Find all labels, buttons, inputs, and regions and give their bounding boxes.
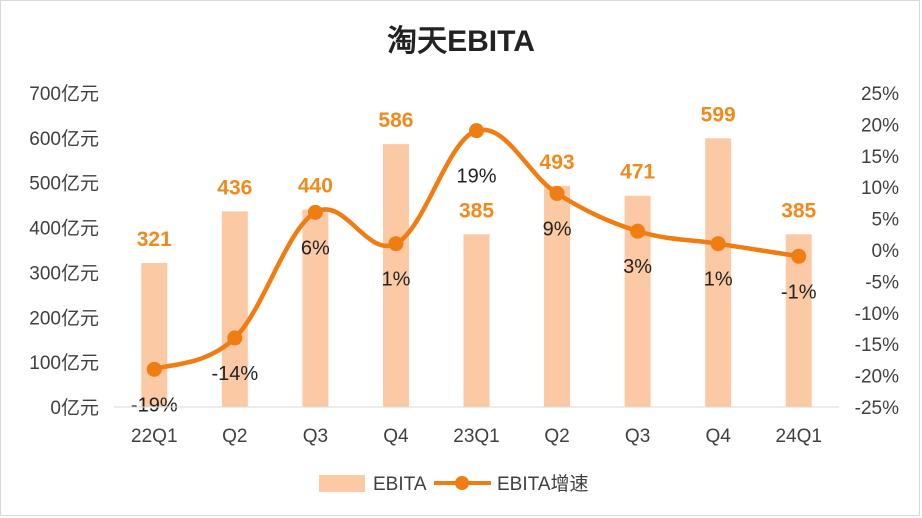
y-left-tick-label: 100亿元 (29, 352, 99, 374)
y-right-tick-label: -25% (855, 398, 899, 419)
x-tick-label: Q4 (383, 426, 409, 447)
x-tick-label: Q2 (544, 426, 569, 447)
growth-line-point (307, 204, 323, 220)
y-left-tick-label: 400亿元 (29, 218, 99, 240)
bar-data-label: 385 (781, 199, 816, 222)
growth-data-label: 19% (456, 166, 496, 188)
legend-swatch-growth-marker (455, 476, 469, 490)
bar (141, 263, 168, 407)
x-tick-label: Q3 (625, 426, 650, 447)
y-right-tick-label: -10% (855, 304, 899, 325)
legend-swatch-ebita (319, 475, 365, 492)
y-left-tick-label: 300亿元 (29, 262, 99, 284)
growth-line-point (791, 248, 807, 264)
y-right-tick-label: 25% (861, 84, 899, 105)
growth-line-point (388, 236, 404, 252)
y-left-tick-label: 700亿元 (29, 83, 99, 105)
y-left-tick-label: 200亿元 (29, 307, 99, 329)
y-right-tick-label: -20% (855, 367, 899, 388)
x-tick-label: Q4 (705, 426, 731, 447)
legend: EBITA EBITA增速 (319, 473, 589, 495)
bar-series (141, 138, 812, 407)
x-tick-label: Q3 (303, 426, 328, 447)
y-right-tick-label: 0% (872, 241, 900, 262)
growth-line-path (152, 127, 801, 372)
bar-data-label: 471 (620, 161, 655, 184)
chart-title: 淘天EBITA (387, 25, 535, 58)
growth-data-label: 1% (704, 269, 733, 291)
bar (382, 144, 409, 407)
line-series (146, 123, 807, 377)
y-right-tick-label: 15% (861, 147, 899, 168)
y-left-tick-label: 500亿元 (29, 173, 99, 195)
growth-data-label: -19% (131, 394, 178, 416)
bar (705, 138, 732, 407)
legend-label-ebita: EBITA (373, 474, 427, 495)
growth-data-label: 1% (381, 269, 410, 291)
x-axis: 22Q1 Q2 Q3 Q4 23Q1 Q2 Q3 Q4 24Q1 (114, 406, 839, 447)
bar (221, 211, 248, 407)
growth-data-label: 3% (623, 256, 652, 278)
y-right-axis: -25% -20% -15% -10% -5% 0% 5% 10% 15% 20% 25% (855, 84, 899, 419)
y-right-tick-label: -15% (855, 335, 899, 356)
bar-data-label: 493 (540, 151, 575, 174)
growth-line-point (227, 330, 243, 346)
x-tick-label: 23Q1 (453, 426, 499, 447)
bar-data-label: 599 (701, 103, 736, 126)
x-tick-label: 24Q1 (775, 426, 821, 447)
growth-data-label: -1% (781, 281, 817, 303)
y-right-tick-label: 10% (861, 178, 899, 199)
growth-line-point (710, 236, 726, 252)
line-labels: -19% -14% 6% 1% 19% 9% 3% 1% -1% (131, 166, 817, 417)
x-tick-label: 22Q1 (131, 426, 177, 447)
growth-line-point (469, 123, 484, 139)
growth-line-point (630, 223, 646, 239)
y-right-tick-label: 5% (872, 210, 900, 231)
legend-label-growth: EBITA增速 (497, 473, 589, 495)
bar-data-label: 321 (137, 228, 172, 251)
y-left-axis: 0亿元 100亿元 200亿元 300亿元 400亿元 500亿元 600亿元 700亿元 (29, 83, 99, 419)
y-left-tick-label: 600亿元 (29, 128, 99, 150)
growth-data-label: -14% (211, 363, 258, 385)
y-left-tick-label: 0亿元 (50, 397, 99, 419)
x-tick-label: Q2 (222, 426, 247, 447)
bar (544, 185, 571, 407)
bar-data-label: 385 (459, 199, 494, 222)
bar (302, 209, 329, 407)
growth-line-point (146, 361, 162, 377)
growth-line-point (549, 185, 565, 201)
bar-data-label: 436 (217, 176, 252, 199)
growth-data-label: 6% (301, 237, 330, 259)
bar (463, 234, 490, 407)
y-right-tick-label: 20% (861, 115, 899, 136)
growth-data-label: 9% (543, 218, 572, 240)
bar-labels: 321 436 440 586 385 493 471 599 385 (137, 103, 817, 251)
bar-data-label: 586 (378, 109, 413, 132)
y-right-tick-label: -5% (865, 272, 899, 293)
bar-data-label: 440 (298, 175, 333, 198)
